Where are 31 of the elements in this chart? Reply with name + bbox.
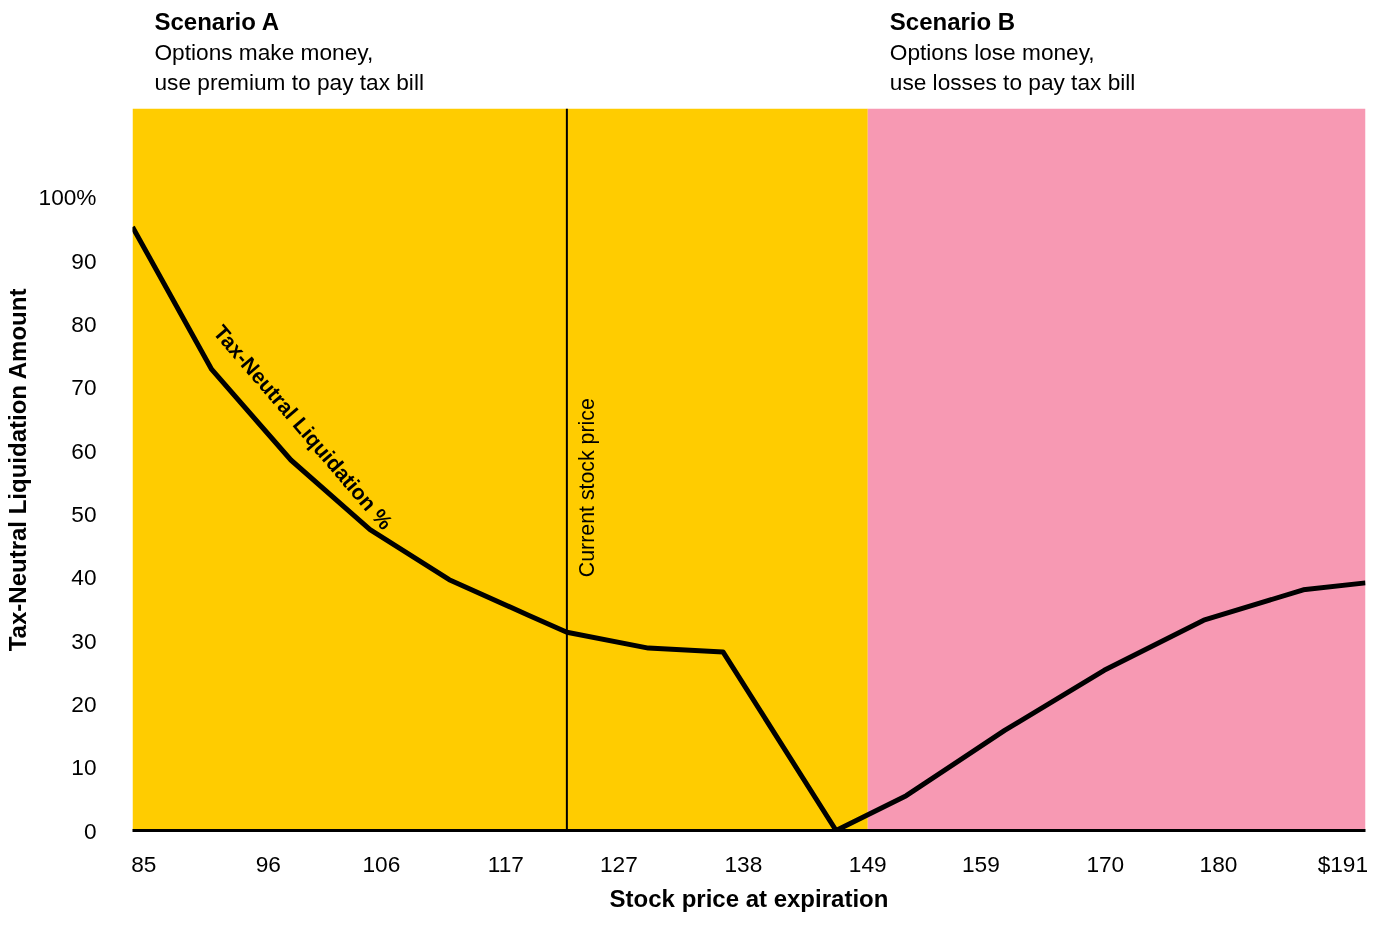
y-tick-label: 80 [71,310,97,337]
text: Scenario A [154,7,279,35]
x-tick-label: 85 [131,850,157,877]
text: use losses to pay tax bill [889,68,1136,95]
x-tick-label: 96 [255,850,281,877]
y-tick-label: 0 [83,817,97,844]
y-tick-label: 70 [71,374,97,401]
x-tick-label: 170 [1086,850,1125,877]
x-tick-label: 117 [487,850,524,877]
x-tick-label: 106 [362,850,401,877]
y-tick-label: 10 [71,754,97,781]
x-tick-label: 159 [961,850,1000,877]
y-tick-label: 60 [71,437,97,464]
text: Options lose money, [889,38,1095,65]
y-axis-title: Tax-Neutral Liquidation Amount [3,288,31,652]
y-tick-label: 30 [71,627,97,654]
x-axis-title: Stock price at expiration [609,884,889,912]
x-tick-label: 127 [600,850,638,877]
text: Scenario B [889,7,1016,35]
y-tick-label: 50 [71,500,97,527]
text: use premium to pay tax bill [154,68,424,95]
ref-line-label: Current stock price [574,398,599,578]
x-tick-label: 149 [848,850,887,877]
x-tick-label: $191 [1317,850,1369,877]
y-tick-label: 20 [71,690,97,717]
x-tick-label: 138 [724,850,763,877]
x-tick-label: 180 [1199,850,1238,877]
text: Options make money, [154,38,374,65]
y-tick-label: 100% [38,184,97,211]
y-tick-label: 90 [71,247,97,274]
y-tick-label: 40 [71,564,97,591]
